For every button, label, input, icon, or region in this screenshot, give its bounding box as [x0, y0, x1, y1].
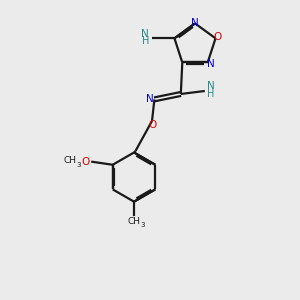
Text: N: N [146, 94, 154, 104]
Text: O: O [81, 157, 89, 167]
Text: CH: CH [64, 156, 76, 165]
Text: H: H [207, 89, 214, 99]
Text: O: O [214, 32, 222, 42]
Text: N: N [207, 82, 215, 92]
Text: N: N [207, 59, 214, 69]
Text: N: N [142, 29, 149, 39]
Text: H: H [142, 36, 149, 46]
Text: N: N [191, 18, 199, 28]
Text: CH: CH [128, 217, 140, 226]
Text: O: O [148, 120, 156, 130]
Text: 3: 3 [76, 162, 81, 168]
Text: 3: 3 [140, 222, 145, 228]
